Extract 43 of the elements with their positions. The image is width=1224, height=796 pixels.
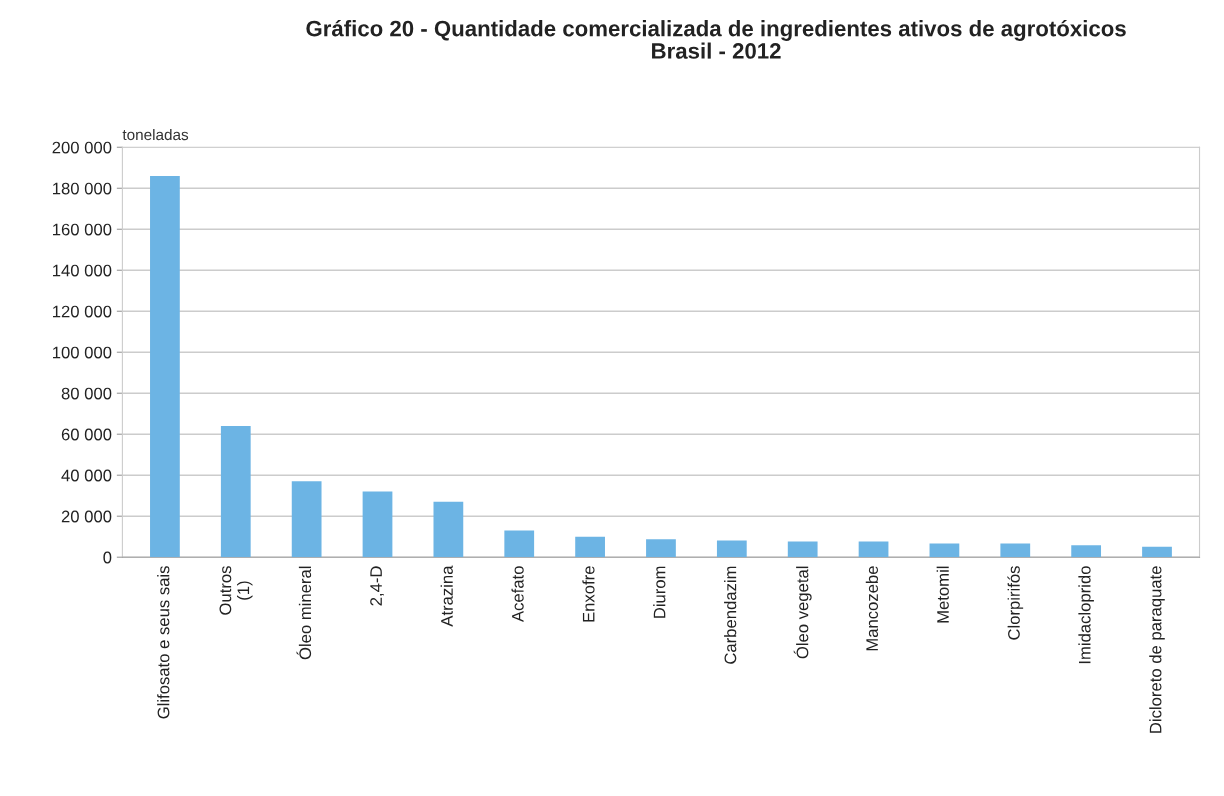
- y-axis-title: toneladas: [122, 128, 189, 141]
- y-tick-label: 0: [103, 551, 112, 564]
- y-tick-label: 200 000: [52, 141, 112, 154]
- x-tick-label: Enxofre: [582, 566, 595, 622]
- y-tick-label: 80 000: [61, 387, 112, 400]
- y-tick-label: 100 000: [53, 346, 112, 359]
- bar: [646, 539, 676, 558]
- bar: [433, 501, 464, 558]
- bar: [1142, 546, 1172, 558]
- bar: [291, 481, 322, 558]
- y-tick-label: 40 000: [61, 469, 112, 482]
- bar: [1071, 545, 1102, 558]
- bar: [716, 540, 747, 558]
- x-tick-label: 2,4-D: [370, 566, 384, 606]
- y-tick-label: 180 000: [53, 182, 112, 195]
- y-tick-label: 20 000: [61, 510, 112, 523]
- x-tick-label: Diurom: [653, 566, 666, 618]
- x-tick-label: Imidacloprido: [1078, 566, 1094, 664]
- x-tick-label: Glifosato e seus sais: [157, 566, 170, 719]
- y-tick-label: 160 000: [53, 223, 112, 236]
- bar: [929, 543, 960, 558]
- chart-title: Gráfico 20 - Quantidade comercializada de ingredientes ativos de agrotóxicos Brasil - 2012: [306, 19, 1126, 59]
- x-tick-label: Dicloreto de paraquate: [1149, 566, 1165, 733]
- x-tick-label: Atrazina: [440, 565, 453, 627]
- bar: [362, 491, 393, 558]
- bar: [504, 530, 535, 558]
- x-tick-label: Óleo mineral: [296, 566, 312, 660]
- bar: [575, 536, 605, 558]
- y-tick-label: 120 000: [53, 305, 112, 318]
- y-tick-label: 140 000: [53, 264, 112, 277]
- x-tick-label: Outros (1): [219, 566, 253, 615]
- y-tick-label: 60 000: [61, 428, 112, 441]
- bar: [858, 541, 889, 558]
- bar: [787, 541, 818, 558]
- x-tick-label: Mancozebe: [865, 566, 879, 651]
- x-tick-label: Metomil: [936, 566, 949, 623]
- bar: [150, 175, 180, 558]
- x-tick-label: Acefato: [511, 566, 524, 623]
- x-tick-label: Óleo vegetal: [793, 566, 812, 659]
- x-tick-label: Clorpirifós: [1007, 566, 1024, 640]
- bar: [220, 426, 251, 558]
- x-tick-label: Carbendazim: [724, 566, 737, 664]
- bar: [1000, 543, 1031, 558]
